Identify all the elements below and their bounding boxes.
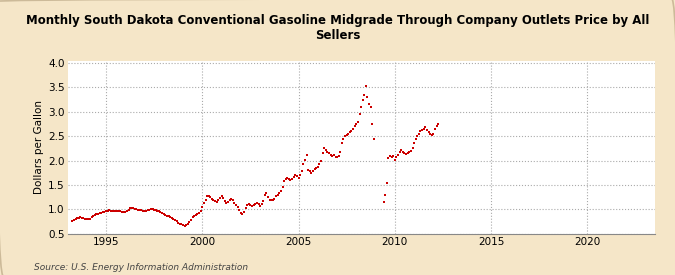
Text: Monthly South Dakota Conventional Gasoline Midgrade Through Company Outlets Pric: Monthly South Dakota Conventional Gasoli… [26, 14, 649, 42]
Text: Source: U.S. Energy Information Administration: Source: U.S. Energy Information Administ… [34, 263, 248, 272]
Y-axis label: Dollars per Gallon: Dollars per Gallon [34, 100, 44, 194]
